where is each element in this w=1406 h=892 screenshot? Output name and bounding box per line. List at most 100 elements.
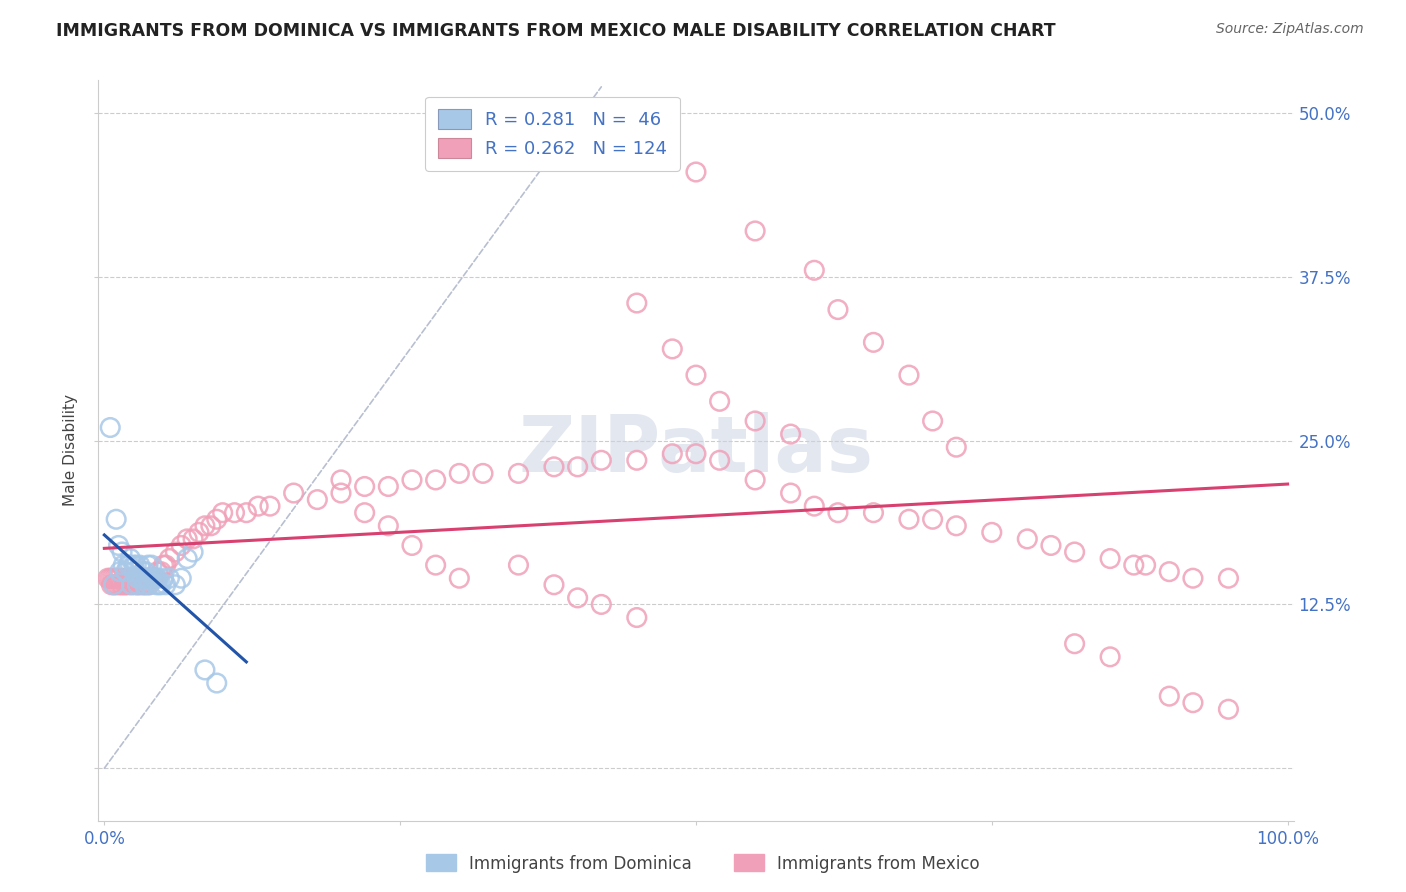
Point	[543, 459, 565, 474]
Point	[148, 578, 170, 592]
Point	[194, 518, 217, 533]
Point	[567, 459, 589, 474]
Point	[150, 565, 173, 579]
Point	[152, 571, 174, 585]
Point	[661, 447, 683, 461]
Point	[1099, 551, 1122, 566]
Point	[1122, 558, 1144, 573]
Legend: Immigrants from Dominica, Immigrants from Mexico: Immigrants from Dominica, Immigrants fro…	[419, 847, 987, 880]
Point	[508, 467, 530, 481]
Y-axis label: Male Disability: Male Disability	[63, 394, 79, 507]
Point	[709, 453, 731, 467]
Point	[1063, 637, 1085, 651]
Point	[122, 558, 145, 573]
Point	[1159, 689, 1181, 703]
Point	[921, 512, 943, 526]
Point	[143, 571, 166, 585]
Point	[141, 558, 163, 573]
Point	[107, 539, 129, 553]
Point	[97, 571, 120, 585]
Point	[125, 571, 148, 585]
Point	[157, 571, 180, 585]
Point	[472, 467, 495, 481]
Point	[128, 578, 150, 592]
Point	[111, 578, 134, 592]
Point	[121, 578, 143, 592]
Point	[120, 551, 142, 566]
Point	[709, 394, 731, 409]
Point	[136, 558, 159, 573]
Point	[779, 427, 801, 442]
Point	[135, 565, 157, 579]
Point	[1017, 532, 1039, 546]
Point	[146, 565, 169, 579]
Point	[247, 499, 270, 513]
Point	[330, 486, 353, 500]
Point	[129, 571, 152, 585]
Point	[114, 578, 136, 592]
Point	[128, 571, 150, 585]
Point	[377, 479, 399, 493]
Point	[744, 414, 766, 428]
Point	[145, 571, 167, 585]
Point	[235, 506, 257, 520]
Point	[157, 551, 180, 566]
Point	[155, 558, 177, 573]
Point	[330, 473, 353, 487]
Point	[108, 571, 131, 585]
Point	[143, 571, 166, 585]
Point	[685, 368, 707, 383]
Point	[105, 578, 128, 592]
Point	[980, 525, 1002, 540]
Point	[685, 165, 707, 179]
Point	[449, 467, 471, 481]
Point	[449, 571, 471, 585]
Point	[165, 545, 187, 559]
Point	[141, 571, 163, 585]
Point	[103, 578, 125, 592]
Point	[425, 558, 447, 573]
Point	[353, 506, 375, 520]
Point	[121, 571, 143, 585]
Point	[170, 571, 193, 585]
Point	[945, 440, 967, 454]
Point	[401, 473, 423, 487]
Point	[143, 571, 166, 585]
Point	[945, 518, 967, 533]
Point	[131, 571, 153, 585]
Point	[165, 578, 187, 592]
Point	[122, 571, 145, 585]
Point	[283, 486, 305, 500]
Point	[661, 342, 683, 356]
Point	[103, 578, 125, 592]
Point	[626, 296, 648, 310]
Text: Source: ZipAtlas.com: Source: ZipAtlas.com	[1216, 22, 1364, 37]
Point	[101, 571, 124, 585]
Point	[181, 545, 204, 559]
Point	[803, 499, 825, 513]
Point	[146, 571, 169, 585]
Point	[897, 512, 920, 526]
Point	[1218, 702, 1240, 716]
Point	[194, 663, 217, 677]
Point	[567, 591, 589, 605]
Point	[120, 558, 142, 573]
Point	[135, 571, 157, 585]
Point	[543, 578, 565, 592]
Point	[98, 571, 121, 585]
Point	[136, 571, 159, 585]
Point	[105, 571, 128, 585]
Point	[188, 525, 211, 540]
Point	[921, 414, 943, 428]
Point	[307, 492, 329, 507]
Point	[132, 565, 155, 579]
Point	[170, 539, 193, 553]
Point	[152, 558, 174, 573]
Point	[591, 453, 613, 467]
Point	[122, 565, 145, 579]
Point	[127, 578, 149, 592]
Point	[155, 578, 177, 592]
Point	[862, 506, 884, 520]
Point	[112, 571, 135, 585]
Point	[508, 558, 530, 573]
